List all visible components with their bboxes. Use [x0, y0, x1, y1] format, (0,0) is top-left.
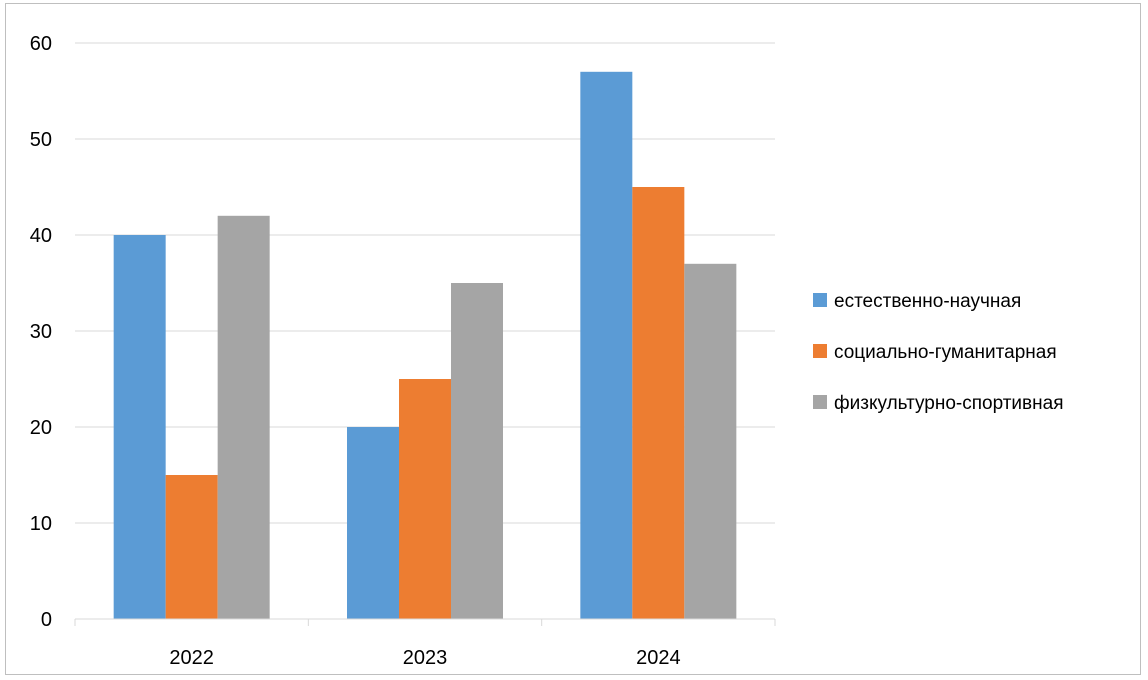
x-tick-label: 2022: [169, 647, 214, 669]
bar: [580, 72, 632, 619]
x-tick-label: 2023: [403, 647, 448, 669]
legend: естественно-научная социально-гуманитарна…: [813, 291, 1063, 414]
bar: [451, 283, 503, 619]
legend-swatch: [813, 395, 827, 409]
x-axis: [75, 619, 775, 626]
y-tick-label: 30: [30, 321, 52, 343]
bar: [114, 235, 166, 619]
bar: [399, 379, 451, 619]
legend-swatch: [813, 293, 827, 307]
legend-label: физкультурно-спортивная: [834, 393, 1063, 414]
legend-swatch: [813, 344, 827, 358]
y-tick-label: 40: [30, 225, 52, 247]
x-axis-tick-labels: 2022 2023 2024: [169, 647, 680, 669]
y-tick-label: 60: [30, 33, 52, 55]
y-axis-tick-labels: 0 10 20 30 40 50 60: [30, 33, 52, 631]
bars: [114, 72, 737, 619]
legend-label: естественно-научная: [834, 291, 1021, 312]
x-tick-label: 2024: [636, 647, 681, 669]
legend-label: социально-гуманитарная: [834, 342, 1057, 363]
bar: [166, 475, 218, 619]
y-tick-label: 0: [41, 609, 52, 631]
bar: [347, 427, 399, 619]
bar: [218, 216, 270, 619]
y-tick-label: 10: [30, 513, 52, 535]
y-tick-label: 20: [30, 417, 52, 439]
y-tick-label: 50: [30, 129, 52, 151]
bar: [684, 264, 736, 619]
bar: [632, 187, 684, 619]
